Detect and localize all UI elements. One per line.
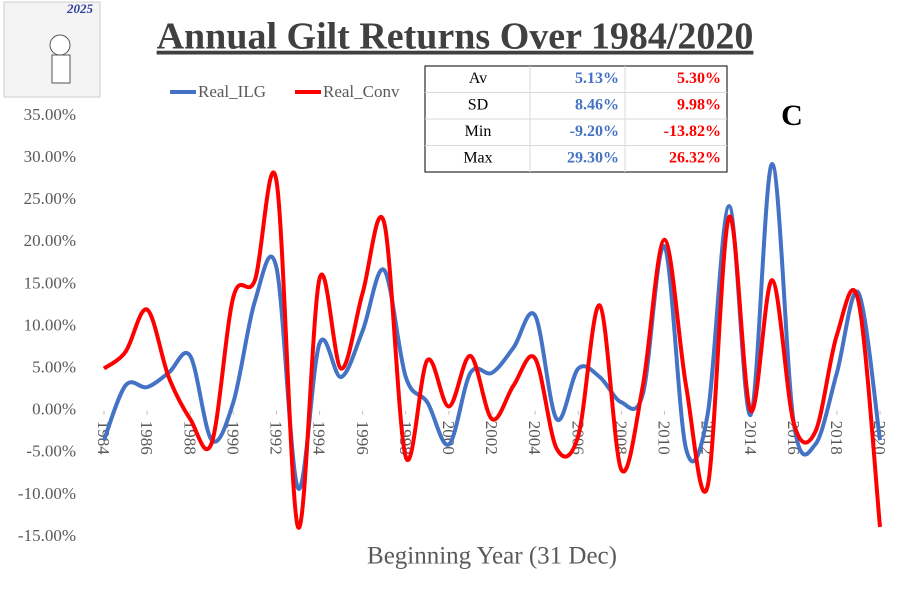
table-value: -9.20%	[570, 123, 619, 140]
x-tick-label: 2004	[525, 421, 544, 456]
logo-year: 2025	[66, 1, 94, 16]
stats-table: Av 5.13% 5.30% SD 8.46% 9.98% Min -9.20% -13.82%…	[424, 65, 728, 173]
y-tick-label: -15.00%	[18, 526, 76, 545]
x-tick-label: 2002	[482, 421, 501, 455]
x-axis-label: Beginning Year (31 Dec)	[367, 543, 617, 570]
x-tick-label: 1990	[223, 421, 242, 455]
y-tick-label: 10.00%	[24, 315, 76, 334]
table-value: 29.30%	[567, 149, 619, 166]
logo-figure	[49, 34, 71, 56]
series-line	[102, 170, 882, 530]
series-line	[102, 161, 882, 491]
table-value: 8.46%	[575, 96, 619, 113]
y-tick-label: 25.00%	[24, 189, 76, 208]
table-row-label: SD	[468, 96, 488, 113]
x-tick-label: 1994	[310, 421, 329, 456]
x-tick-label: 1992	[267, 421, 286, 455]
y-tick-label: 35.00%	[24, 105, 76, 124]
table-row-label: Min	[465, 123, 492, 140]
table-value: -13.82%	[664, 123, 721, 140]
x-tick-label: 2018	[827, 421, 846, 455]
table-row-label: Max	[463, 149, 492, 166]
y-tick-label: 0.00%	[32, 400, 76, 419]
corner-mark: C	[781, 99, 803, 132]
y-tick-label: 30.00%	[24, 147, 76, 166]
table-value: 5.30%	[677, 70, 721, 87]
table-value: 9.98%	[677, 96, 721, 113]
table-value: 5.13%	[575, 70, 619, 87]
x-tick-label: 1996	[353, 421, 372, 455]
table-row-label: Av	[469, 70, 487, 87]
legend-label: Real_ILG	[198, 82, 266, 101]
y-tick-label: -10.00%	[18, 484, 76, 503]
x-tick-label: 2014	[741, 421, 760, 456]
chart-title: Annual Gilt Returns Over 1984/2020	[157, 16, 754, 58]
x-tick-label: 1988	[180, 421, 199, 455]
x-tick-label: 1986	[137, 421, 156, 455]
y-tick-label: 20.00%	[24, 231, 76, 250]
y-tick-label: 15.00%	[24, 273, 76, 292]
x-tick-label: 2010	[655, 421, 674, 455]
legend-label: Real_Conv	[323, 82, 400, 101]
y-tick-label: 5.00%	[32, 358, 76, 377]
logo-figure	[51, 54, 71, 84]
y-tick-label: -5.00%	[26, 442, 76, 461]
table-value: 26.32%	[669, 149, 721, 166]
